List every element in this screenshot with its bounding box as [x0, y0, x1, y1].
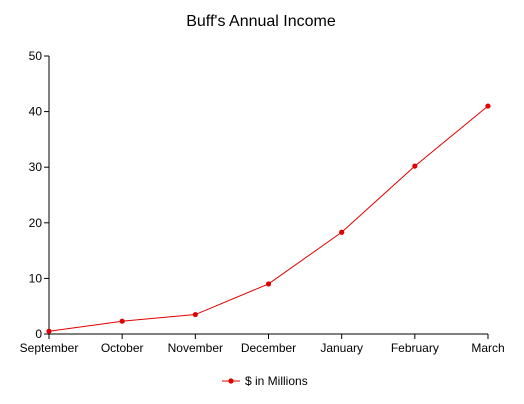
data-point — [412, 163, 418, 169]
y-tick-label: 50 — [29, 49, 43, 63]
tick-labels: 0 10 20 30 40 50 September October November Decem… — [20, 49, 505, 355]
y-tick-label: 0 — [35, 327, 42, 341]
series-line — [48, 105, 489, 332]
chart-title: Buff's Annual Income — [186, 13, 336, 30]
data-point — [485, 103, 491, 109]
data-point — [265, 281, 272, 287]
data-point — [46, 328, 52, 334]
x-tick-label: January — [320, 341, 363, 355]
data-point — [339, 229, 345, 235]
legend-point-marker — [228, 378, 234, 384]
x-tick-label: December — [241, 341, 296, 355]
data-point — [192, 311, 198, 318]
x-tick-label: October — [101, 341, 144, 355]
x-tick-label: March — [471, 341, 504, 355]
y-tick-label: 20 — [29, 216, 43, 230]
legend: $ in Millions — [222, 374, 308, 388]
x-tick-label: November — [168, 341, 223, 355]
y-tick-label: 10 — [29, 271, 43, 285]
y-tick-label: 40 — [29, 105, 43, 119]
y-tick-label: 30 — [29, 160, 43, 174]
data-point — [119, 318, 125, 324]
axes — [48, 56, 488, 335]
legend-label: $ in Millions — [245, 374, 308, 388]
x-tick-label: September — [20, 341, 79, 355]
x-tick-label: February — [391, 341, 439, 355]
series-layer — [46, 103, 491, 334]
